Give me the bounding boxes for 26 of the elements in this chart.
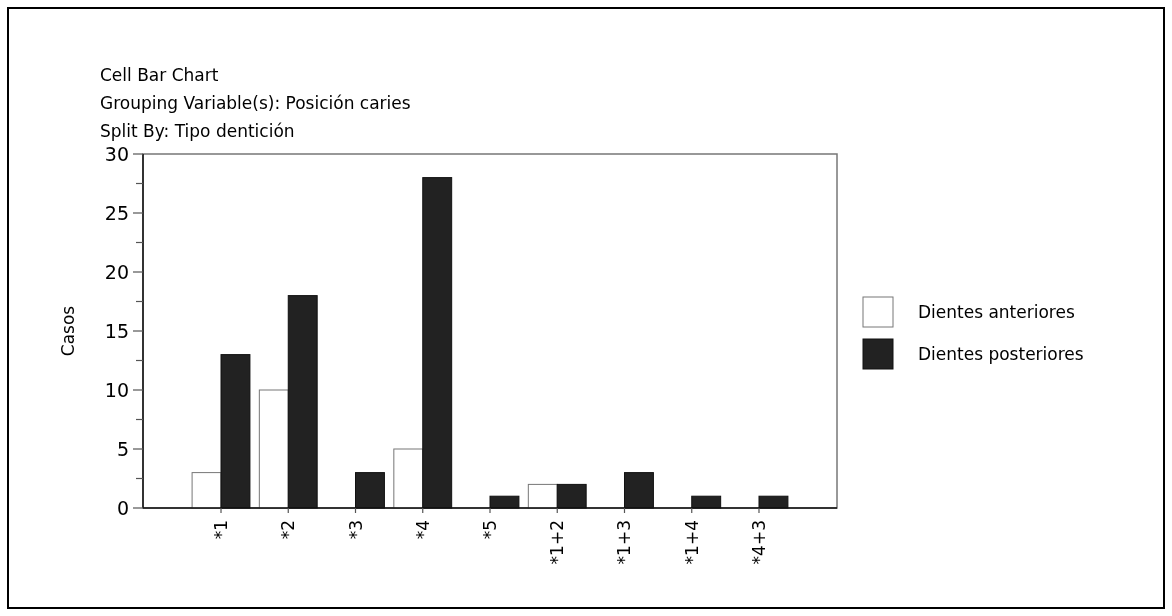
x-tick-label: *1+4 — [681, 520, 702, 565]
x-tick-label: *1+3 — [614, 520, 635, 565]
y-tick-label: 10 — [104, 378, 129, 401]
x-tick-label: *1+2 — [547, 520, 568, 565]
x-tick-label: *4+3 — [748, 520, 769, 565]
chart-title: Cell Bar Chart — [100, 65, 219, 85]
chart-subtitle: Grouping Variable(s): Posición caries — [100, 93, 411, 113]
bar — [527, 483, 558, 509]
y-tick-label: 15 — [104, 319, 129, 342]
x-tick-label: *5 — [480, 520, 500, 540]
y-tick-label: 5 — [116, 437, 129, 460]
bar — [191, 472, 222, 509]
y-tick-label: 0 — [116, 496, 129, 519]
legend-label: Dientes posteriores — [918, 343, 1084, 364]
text: Split By: Tipo dentición — [100, 121, 295, 141]
x-tick-label: *4 — [412, 520, 433, 540]
y-axis-title: Casos — [58, 305, 78, 357]
legend-label: Dientes anteriores — [918, 301, 1075, 322]
x-tick-label: *3 — [345, 520, 366, 540]
y-tick-label: 30 — [104, 142, 129, 165]
y-tick-label: 25 — [104, 201, 129, 224]
bar — [258, 389, 289, 509]
bar — [393, 448, 424, 509]
y-tick-label: 20 — [104, 260, 129, 283]
x-tick-label: *1 — [211, 520, 232, 540]
x-tick-label: *2 — [278, 520, 299, 540]
